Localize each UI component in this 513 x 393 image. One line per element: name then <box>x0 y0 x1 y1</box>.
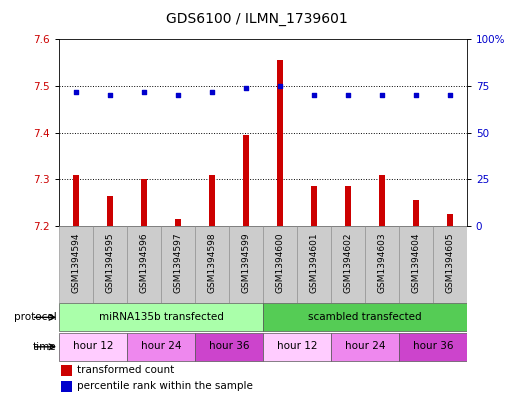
Bar <box>61 381 72 391</box>
FancyBboxPatch shape <box>59 226 93 303</box>
Text: hour 12: hour 12 <box>73 341 113 351</box>
Text: GDS6100 / ILMN_1739601: GDS6100 / ILMN_1739601 <box>166 12 347 26</box>
Bar <box>107 196 113 226</box>
FancyBboxPatch shape <box>195 226 229 303</box>
Bar <box>447 214 453 226</box>
Text: hour 36: hour 36 <box>412 341 453 351</box>
Bar <box>73 174 79 226</box>
Point <box>140 88 148 95</box>
FancyBboxPatch shape <box>59 332 127 361</box>
Point <box>378 92 386 98</box>
FancyBboxPatch shape <box>263 226 297 303</box>
Bar <box>209 174 215 226</box>
FancyBboxPatch shape <box>93 226 127 303</box>
FancyBboxPatch shape <box>161 226 195 303</box>
Text: transformed count: transformed count <box>77 365 174 375</box>
Text: GSM1394600: GSM1394600 <box>275 232 284 293</box>
Text: time: time <box>33 342 56 352</box>
FancyBboxPatch shape <box>331 226 365 303</box>
Text: miRNA135b transfected: miRNA135b transfected <box>98 312 223 322</box>
Point <box>412 92 420 98</box>
Text: scambled transfected: scambled transfected <box>308 312 422 322</box>
Bar <box>141 179 147 226</box>
Point <box>276 83 284 89</box>
Text: GSM1394594: GSM1394594 <box>71 233 81 293</box>
Point <box>446 92 454 98</box>
Bar <box>175 219 181 226</box>
Text: GSM1394596: GSM1394596 <box>140 232 148 293</box>
Text: GSM1394602: GSM1394602 <box>343 233 352 293</box>
Text: hour 24: hour 24 <box>345 341 385 351</box>
Bar <box>379 174 385 226</box>
Text: GSM1394597: GSM1394597 <box>173 232 183 293</box>
Text: hour 36: hour 36 <box>209 341 249 351</box>
Point <box>208 88 216 95</box>
Text: GSM1394603: GSM1394603 <box>378 232 386 293</box>
FancyBboxPatch shape <box>229 226 263 303</box>
Point <box>242 84 250 91</box>
Bar <box>61 365 72 376</box>
Text: percentile rank within the sample: percentile rank within the sample <box>77 381 253 391</box>
Point <box>72 88 80 95</box>
FancyBboxPatch shape <box>433 226 467 303</box>
FancyBboxPatch shape <box>331 332 399 361</box>
FancyBboxPatch shape <box>399 226 433 303</box>
FancyBboxPatch shape <box>399 332 467 361</box>
Text: GSM1394601: GSM1394601 <box>309 232 319 293</box>
FancyBboxPatch shape <box>127 332 195 361</box>
Text: GSM1394604: GSM1394604 <box>411 233 420 293</box>
Point <box>310 92 318 98</box>
FancyBboxPatch shape <box>195 332 263 361</box>
Bar <box>243 135 249 226</box>
FancyBboxPatch shape <box>263 332 331 361</box>
Bar <box>413 200 419 226</box>
FancyBboxPatch shape <box>263 303 467 332</box>
Point <box>106 92 114 98</box>
FancyBboxPatch shape <box>59 303 263 332</box>
Text: GSM1394595: GSM1394595 <box>106 232 114 293</box>
Point <box>344 92 352 98</box>
Text: hour 24: hour 24 <box>141 341 181 351</box>
Point <box>174 92 182 98</box>
Text: protocol: protocol <box>14 312 56 322</box>
FancyBboxPatch shape <box>127 226 161 303</box>
Text: hour 12: hour 12 <box>277 341 317 351</box>
Bar <box>277 60 283 226</box>
FancyBboxPatch shape <box>297 226 331 303</box>
Text: GSM1394605: GSM1394605 <box>445 232 455 293</box>
Text: GSM1394598: GSM1394598 <box>207 232 216 293</box>
FancyBboxPatch shape <box>365 226 399 303</box>
Bar <box>345 186 351 226</box>
Bar <box>311 186 317 226</box>
Text: GSM1394599: GSM1394599 <box>242 232 250 293</box>
